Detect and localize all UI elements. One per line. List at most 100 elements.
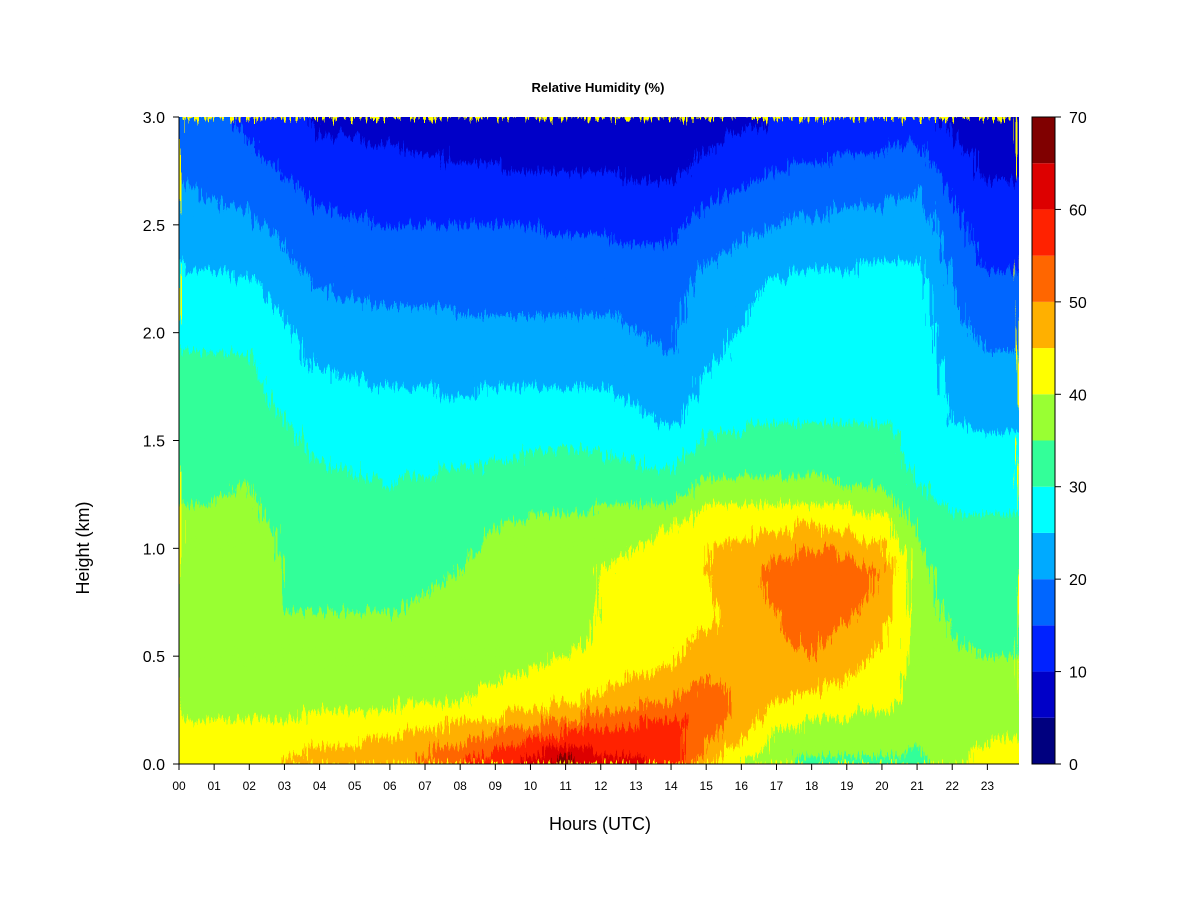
heatmap-cell: [256, 737, 264, 747]
heatmap-cell: [270, 233, 278, 244]
heatmap-cell: [480, 719, 488, 729]
heatmap-cell: [459, 692, 467, 702]
heatmap-cell: [599, 503, 607, 514]
heatmap-cell: [648, 746, 656, 756]
heatmap-cell: [312, 647, 320, 657]
heatmap-cell: [389, 629, 397, 639]
heatmap-cell: [179, 305, 187, 316]
heatmap-cell: [487, 395, 495, 406]
heatmap-cell: [249, 647, 257, 657]
heatmap-cell: [284, 395, 292, 406]
heatmap-cell: [431, 143, 439, 154]
heatmap-cell: [564, 476, 572, 487]
heatmap-cell: [410, 206, 418, 217]
heatmap-cell: [648, 431, 656, 442]
heatmap-cell: [438, 611, 446, 622]
heatmap-cell: [361, 386, 369, 397]
heatmap-cell: [333, 206, 341, 217]
heatmap-cell: [319, 269, 327, 280]
heatmap-cell: [466, 314, 474, 325]
heatmap-cell: [186, 638, 194, 648]
heatmap-cell: [277, 629, 285, 639]
heatmap-cell: [452, 683, 460, 693]
heatmap-cell: [368, 260, 376, 271]
heatmap-cell: [375, 638, 383, 648]
heatmap-cell: [242, 674, 250, 684]
heatmap-cell: [284, 368, 292, 379]
heatmap-cell: [410, 719, 418, 729]
heatmap-cell: [284, 539, 292, 550]
heatmap-cell: [193, 728, 201, 738]
heatmap-cell: [585, 413, 593, 424]
heatmap-cell: [410, 521, 418, 532]
heatmap-cell: [578, 125, 586, 136]
heatmap-cell: [438, 449, 446, 460]
heatmap-cell: [256, 422, 264, 433]
heatmap-cell: [368, 449, 376, 460]
heatmap-cell: [214, 314, 222, 325]
heatmap-cell: [515, 476, 523, 487]
heatmap-cell: [494, 170, 502, 181]
heatmap-cell: [634, 260, 642, 271]
heatmap-cell: [641, 701, 649, 711]
heatmap-cell: [578, 611, 586, 622]
heatmap-cell: [606, 719, 614, 729]
heatmap-cell: [214, 647, 222, 657]
heatmap-cell: [585, 458, 593, 469]
heatmap-cell: [536, 170, 544, 181]
heatmap-cell: [557, 341, 565, 352]
heatmap-cell: [599, 377, 607, 388]
heatmap-cell: [417, 395, 425, 406]
heatmap-cell: [256, 431, 264, 442]
heatmap-cell: [312, 404, 320, 415]
heatmap-cell: [508, 332, 516, 343]
heatmap-cell: [270, 152, 278, 163]
heatmap-cell: [522, 242, 530, 253]
heatmap-cell: [207, 152, 215, 163]
heatmap-cell: [445, 683, 453, 693]
heatmap-cell: [214, 143, 222, 154]
heatmap-cell: [424, 350, 432, 361]
heatmap-cell: [347, 323, 355, 334]
heatmap-cell: [634, 431, 642, 442]
heatmap-cell: [242, 728, 250, 738]
heatmap-cell: [501, 305, 509, 316]
heatmap-cell: [550, 251, 558, 262]
heatmap-cell: [459, 341, 467, 352]
heatmap-cell: [340, 647, 348, 657]
heatmap-cell: [270, 314, 278, 325]
heatmap-cell: [543, 152, 551, 163]
heatmap-cell: [333, 197, 341, 208]
heatmap-cell: [431, 395, 439, 406]
heatmap-cell: [375, 332, 383, 343]
heatmap-cell: [263, 674, 271, 684]
heatmap-cell: [326, 530, 334, 541]
heatmap-cell: [648, 476, 656, 487]
heatmap-cell: [480, 215, 488, 226]
heatmap-cell: [515, 710, 523, 720]
heatmap-cell: [515, 746, 523, 756]
heatmap-cell: [249, 755, 257, 764]
heatmap-cell: [270, 494, 278, 505]
heatmap-cell: [655, 593, 663, 604]
heatmap-cell: [480, 503, 488, 514]
heatmap-cell: [256, 278, 264, 289]
heatmap-cell: [522, 575, 530, 586]
heatmap-cell: [655, 728, 663, 738]
heatmap-cell: [522, 296, 530, 307]
heatmap-cell: [543, 332, 551, 343]
heatmap-cell: [221, 224, 229, 235]
heatmap-cell: [515, 359, 523, 370]
heatmap-cell: [319, 602, 327, 613]
heatmap-cell: [179, 458, 187, 469]
heatmap-cell: [186, 117, 194, 127]
heatmap-cell: [396, 224, 404, 235]
heatmap-cell: [648, 170, 656, 181]
heatmap-cell: [375, 701, 383, 711]
heatmap-cell: [515, 458, 523, 469]
heatmap-cell: [326, 431, 334, 442]
heatmap-cell: [235, 332, 243, 343]
heatmap-cell: [578, 593, 586, 604]
heatmap-cell: [284, 665, 292, 675]
heatmap-cell: [438, 710, 446, 720]
